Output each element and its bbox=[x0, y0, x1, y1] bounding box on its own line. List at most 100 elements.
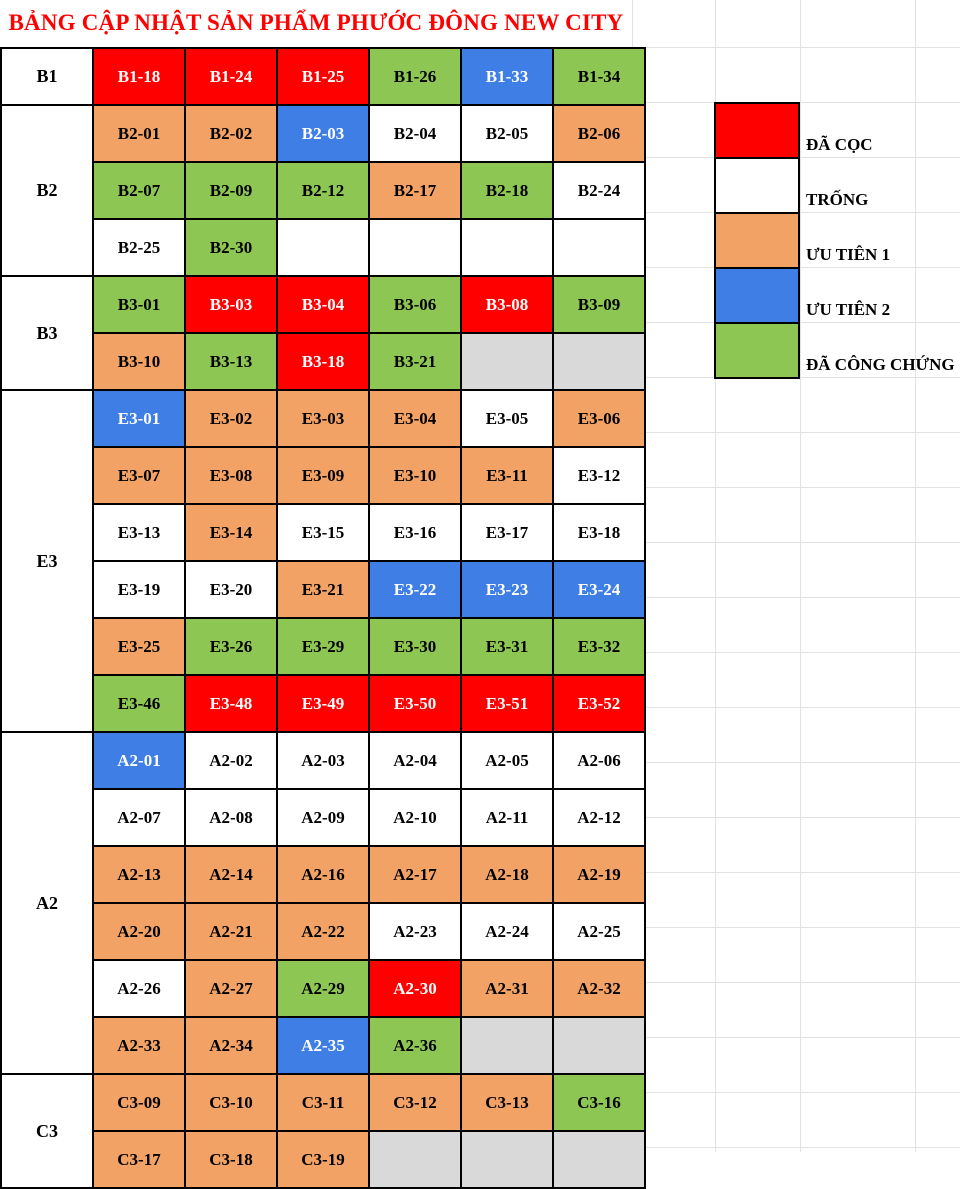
unit-cell[interactable]: E3-31 bbox=[460, 617, 554, 676]
unit-cell[interactable]: E3-25 bbox=[92, 617, 186, 676]
unit-cell[interactable]: A2-06 bbox=[552, 731, 646, 790]
unit-cell[interactable]: E3-26 bbox=[184, 617, 278, 676]
unit-cell[interactable]: E3-32 bbox=[552, 617, 646, 676]
unit-cell[interactable]: A2-25 bbox=[552, 902, 646, 961]
unit-cell[interactable]: A2-02 bbox=[184, 731, 278, 790]
unit-cell[interactable]: B1-33 bbox=[460, 47, 554, 106]
unit-cell[interactable]: B2-24 bbox=[552, 161, 646, 220]
unit-cell[interactable]: E3-19 bbox=[92, 560, 186, 619]
unit-cell[interactable]: E3-49 bbox=[276, 674, 370, 733]
unit-cell[interactable]: E3-13 bbox=[92, 503, 186, 562]
unit-cell[interactable]: B2-09 bbox=[184, 161, 278, 220]
unit-cell[interactable]: E3-09 bbox=[276, 446, 370, 505]
unit-cell[interactable]: A2-16 bbox=[276, 845, 370, 904]
legend-swatch-uu-tien-1[interactable] bbox=[714, 212, 800, 269]
unit-cell[interactable]: C3-19 bbox=[276, 1130, 370, 1189]
unit-cell[interactable]: E3-20 bbox=[184, 560, 278, 619]
unit-cell[interactable]: E3-30 bbox=[368, 617, 462, 676]
unit-cell[interactable]: E3-15 bbox=[276, 503, 370, 562]
blocked-cell[interactable] bbox=[552, 332, 646, 391]
unit-cell[interactable]: A2-11 bbox=[460, 788, 554, 847]
unit-cell[interactable]: E3-04 bbox=[368, 389, 462, 448]
unit-cell[interactable]: A2-03 bbox=[276, 731, 370, 790]
unit-cell[interactable]: B3-04 bbox=[276, 275, 370, 334]
unit-cell[interactable]: E3-07 bbox=[92, 446, 186, 505]
unit-cell[interactable]: A2-17 bbox=[368, 845, 462, 904]
unit-cell[interactable]: E3-23 bbox=[460, 560, 554, 619]
unit-cell[interactable]: E3-48 bbox=[184, 674, 278, 733]
unit-cell[interactable]: C3-10 bbox=[184, 1073, 278, 1132]
blocked-cell[interactable] bbox=[552, 1130, 646, 1189]
unit-cell[interactable]: B1-25 bbox=[276, 47, 370, 106]
unit-cell[interactable]: B1-18 bbox=[92, 47, 186, 106]
unit-cell[interactable]: B3-18 bbox=[276, 332, 370, 391]
unit-cell[interactable]: A2-33 bbox=[92, 1016, 186, 1075]
unit-cell[interactable]: A2-14 bbox=[184, 845, 278, 904]
unit-cell[interactable]: B2-30 bbox=[184, 218, 278, 277]
unit-cell[interactable]: E3-02 bbox=[184, 389, 278, 448]
unit-cell[interactable]: E3-46 bbox=[92, 674, 186, 733]
empty-cell[interactable] bbox=[460, 218, 554, 277]
unit-cell[interactable]: E3-52 bbox=[552, 674, 646, 733]
unit-cell[interactable]: E3-12 bbox=[552, 446, 646, 505]
unit-cell[interactable]: A2-07 bbox=[92, 788, 186, 847]
unit-cell[interactable]: E3-11 bbox=[460, 446, 554, 505]
unit-cell[interactable]: E3-24 bbox=[552, 560, 646, 619]
unit-cell[interactable]: A2-24 bbox=[460, 902, 554, 961]
unit-cell[interactable]: B2-02 bbox=[184, 104, 278, 163]
blocked-cell[interactable] bbox=[460, 332, 554, 391]
unit-cell[interactable]: E3-21 bbox=[276, 560, 370, 619]
unit-cell[interactable]: A2-10 bbox=[368, 788, 462, 847]
unit-cell[interactable]: E3-10 bbox=[368, 446, 462, 505]
unit-cell[interactable]: E3-51 bbox=[460, 674, 554, 733]
unit-cell[interactable]: B3-01 bbox=[92, 275, 186, 334]
legend-swatch-uu-tien-2[interactable] bbox=[714, 267, 800, 324]
unit-cell[interactable]: B3-09 bbox=[552, 275, 646, 334]
unit-cell[interactable]: B1-34 bbox=[552, 47, 646, 106]
legend-swatch-trong[interactable] bbox=[714, 157, 800, 214]
unit-cell[interactable]: E3-06 bbox=[552, 389, 646, 448]
unit-cell[interactable]: E3-03 bbox=[276, 389, 370, 448]
unit-cell[interactable]: B3-10 bbox=[92, 332, 186, 391]
unit-cell[interactable]: C3-11 bbox=[276, 1073, 370, 1132]
unit-cell[interactable]: A2-26 bbox=[92, 959, 186, 1018]
unit-cell[interactable]: A2-09 bbox=[276, 788, 370, 847]
unit-cell[interactable]: A2-12 bbox=[552, 788, 646, 847]
unit-cell[interactable]: A2-05 bbox=[460, 731, 554, 790]
unit-cell[interactable]: B1-24 bbox=[184, 47, 278, 106]
unit-cell[interactable]: A2-08 bbox=[184, 788, 278, 847]
unit-cell[interactable]: A2-23 bbox=[368, 902, 462, 961]
unit-cell[interactable]: C3-17 bbox=[92, 1130, 186, 1189]
unit-cell[interactable]: B2-17 bbox=[368, 161, 462, 220]
unit-cell[interactable]: A2-31 bbox=[460, 959, 554, 1018]
unit-cell[interactable]: A2-29 bbox=[276, 959, 370, 1018]
unit-cell[interactable]: C3-13 bbox=[460, 1073, 554, 1132]
unit-cell[interactable]: A2-32 bbox=[552, 959, 646, 1018]
unit-cell[interactable]: A2-35 bbox=[276, 1016, 370, 1075]
unit-cell[interactable]: B3-13 bbox=[184, 332, 278, 391]
unit-cell[interactable]: B2-12 bbox=[276, 161, 370, 220]
unit-cell[interactable]: C3-09 bbox=[92, 1073, 186, 1132]
unit-cell[interactable]: E3-29 bbox=[276, 617, 370, 676]
unit-cell[interactable]: E3-08 bbox=[184, 446, 278, 505]
empty-cell[interactable] bbox=[276, 218, 370, 277]
unit-cell[interactable]: C3-18 bbox=[184, 1130, 278, 1189]
unit-cell[interactable]: B2-18 bbox=[460, 161, 554, 220]
unit-cell[interactable]: B2-06 bbox=[552, 104, 646, 163]
legend-swatch-da-coc[interactable] bbox=[714, 102, 800, 159]
unit-cell[interactable]: A2-04 bbox=[368, 731, 462, 790]
unit-cell[interactable]: A2-34 bbox=[184, 1016, 278, 1075]
unit-cell[interactable]: E3-22 bbox=[368, 560, 462, 619]
unit-cell[interactable]: B3-08 bbox=[460, 275, 554, 334]
unit-cell[interactable]: A2-21 bbox=[184, 902, 278, 961]
unit-cell[interactable]: A2-22 bbox=[276, 902, 370, 961]
unit-cell[interactable]: B3-03 bbox=[184, 275, 278, 334]
unit-cell[interactable]: E3-01 bbox=[92, 389, 186, 448]
unit-cell[interactable]: A2-20 bbox=[92, 902, 186, 961]
unit-cell[interactable]: A2-19 bbox=[552, 845, 646, 904]
unit-cell[interactable]: C3-16 bbox=[552, 1073, 646, 1132]
unit-cell[interactable]: A2-13 bbox=[92, 845, 186, 904]
unit-cell[interactable]: E3-16 bbox=[368, 503, 462, 562]
blocked-cell[interactable] bbox=[552, 1016, 646, 1075]
unit-cell[interactable]: E3-50 bbox=[368, 674, 462, 733]
